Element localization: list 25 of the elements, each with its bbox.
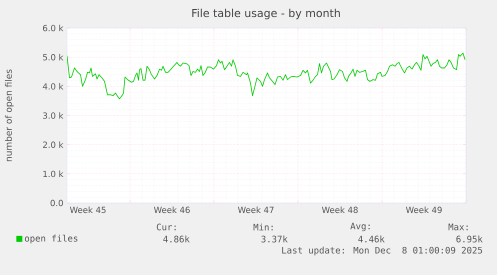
x-tick-label: Week 47 bbox=[238, 206, 274, 214]
y-tick-label: 0.0 bbox=[50, 200, 63, 206]
y-tick-label: 2.0 k bbox=[43, 141, 64, 148]
text: 6.95k bbox=[456, 236, 483, 242]
text: 4.46k bbox=[358, 236, 385, 242]
text: 4.86k bbox=[163, 236, 190, 242]
x-tick-label: Week 48 bbox=[322, 206, 358, 214]
text: Min: bbox=[254, 224, 273, 230]
y-tick-label: 3.0 k bbox=[43, 112, 64, 119]
x-tick-label: Week 49 bbox=[406, 206, 442, 214]
y-tick-label: 6.0 k bbox=[43, 24, 64, 32]
y-tick-label: 5.0 k bbox=[43, 54, 64, 60]
line-series bbox=[67, 52, 466, 100]
legend-label: open files bbox=[24, 234, 78, 244]
y-axis-title: number of open files bbox=[4, 69, 14, 162]
y-tick-label: 1.0 k bbox=[43, 170, 64, 178]
text: Last update: Mon Dec 8 01:00:09 2025 bbox=[282, 246, 482, 256]
x-tick-label: Week 45 bbox=[70, 206, 106, 214]
x-tick-label: Week 46 bbox=[154, 206, 190, 214]
y-tick-label: 4.0 k bbox=[42, 83, 64, 90]
chart-title: File table usage - by month bbox=[192, 8, 340, 20]
text: 3.37k bbox=[261, 236, 288, 242]
text: Max: bbox=[448, 224, 468, 230]
text: Cur: bbox=[156, 224, 176, 230]
text: Avg: bbox=[350, 222, 370, 232]
